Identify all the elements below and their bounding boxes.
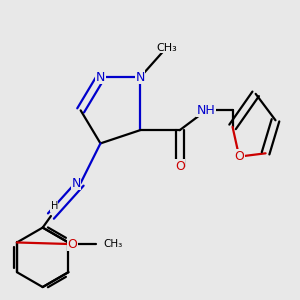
Text: O: O: [68, 238, 77, 250]
Text: N: N: [135, 71, 145, 84]
Text: CH₃: CH₃: [104, 239, 123, 249]
Text: O: O: [234, 150, 244, 163]
Text: H: H: [50, 201, 58, 211]
Text: NH: NH: [197, 104, 215, 117]
Text: CH₃: CH₃: [156, 43, 177, 52]
Text: N: N: [71, 176, 81, 190]
Text: O: O: [175, 160, 185, 173]
Text: N: N: [96, 71, 105, 84]
